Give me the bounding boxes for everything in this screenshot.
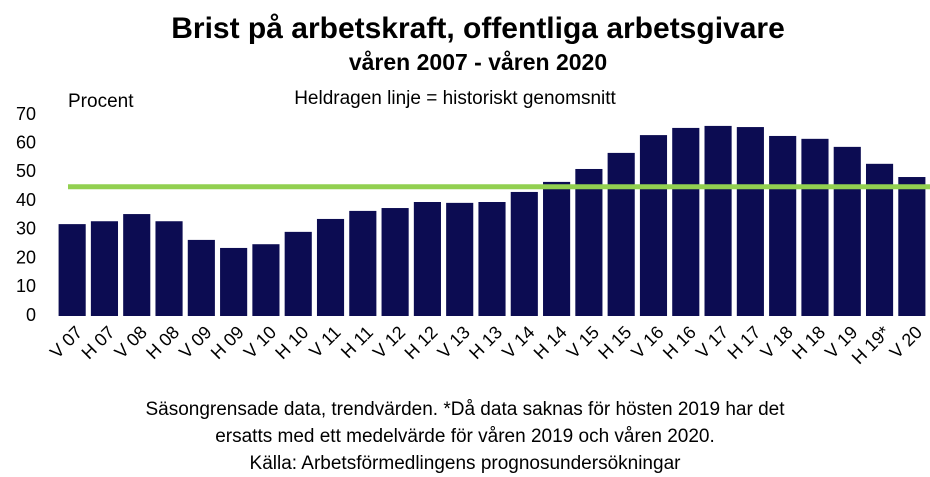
bar (90, 221, 119, 316)
x-tick-label: V 18 (757, 322, 797, 362)
y-tick-label: 50 (16, 161, 36, 181)
bar (672, 127, 700, 317)
bar (187, 239, 215, 316)
x-tick-label: V 10 (240, 322, 280, 362)
bar (413, 202, 441, 316)
bar (769, 135, 797, 316)
bar (446, 202, 474, 316)
reference-label: Heldragen linje = historiskt genomsnitt (294, 88, 616, 109)
chart-subtitle: våren 2007 - våren 2020 (349, 49, 607, 75)
x-tick-label: H 13 (465, 322, 506, 363)
bar (349, 210, 377, 316)
bar (220, 247, 248, 316)
y-tick-label: 0 (26, 305, 36, 325)
y-axis-label: Procent (68, 91, 134, 112)
y-tick-label: 20 (16, 247, 36, 267)
bar (155, 221, 183, 316)
x-tick-label: V 11 (305, 322, 344, 361)
x-tick-label: V 14 (498, 322, 538, 362)
x-tick-label: H 08 (142, 322, 183, 363)
x-tick-label: H 07 (78, 322, 119, 363)
x-tick-label: V 13 (434, 322, 474, 362)
bar (833, 146, 861, 316)
x-tick-label: V 17 (692, 322, 732, 362)
bar (736, 127, 764, 316)
footnote: Källa: Arbetsförmedlingens prognosunders… (250, 453, 682, 474)
bar (252, 244, 280, 316)
x-tick-label: H 16 (659, 322, 700, 363)
chart-title: Brist på arbetskraft, offentliga arbetsg… (171, 12, 785, 45)
y-tick-label: 40 (16, 190, 36, 210)
bar (639, 135, 668, 316)
x-tick-label: H 19* (848, 322, 894, 368)
bar (316, 218, 345, 316)
bar (898, 177, 926, 316)
bar (704, 125, 732, 316)
x-tick-label: H 17 (724, 322, 765, 363)
footnote: ersatts med ett medelvärde för våren 201… (215, 426, 715, 447)
y-tick-label: 60 (16, 132, 36, 152)
bar (801, 138, 829, 316)
x-tick-label: H 14 (530, 322, 571, 363)
x-tick-label: V 16 (627, 322, 667, 362)
x-tick-label: V 08 (111, 322, 151, 362)
bar (123, 214, 151, 316)
bar (607, 152, 635, 316)
x-tick-label: H 10 (271, 322, 312, 363)
y-tick-label: 70 (16, 104, 36, 124)
bar (478, 202, 506, 316)
x-tick-label: V 12 (369, 322, 409, 362)
x-tick-label: H 11 (337, 322, 377, 362)
bar (381, 208, 409, 316)
x-tick-label: H 12 (401, 322, 442, 363)
bar (284, 231, 312, 316)
x-tick-label: H 18 (788, 322, 829, 363)
x-tick-label: V 20 (886, 322, 926, 362)
bar (58, 224, 86, 316)
x-tick-label: V 07 (46, 322, 86, 362)
footnote: Säsongrensade data, trendvärden. *Då dat… (145, 399, 785, 420)
bar (575, 168, 603, 316)
y-tick-label: 10 (16, 276, 36, 296)
x-tick-label: H 15 (594, 322, 635, 363)
y-tick-label: 30 (16, 219, 36, 239)
x-tick-label: V 09 (175, 322, 215, 362)
x-tick-label: H 09 (207, 322, 248, 363)
x-tick-label: V 15 (563, 322, 603, 362)
bar (543, 181, 571, 316)
bar (510, 191, 538, 316)
